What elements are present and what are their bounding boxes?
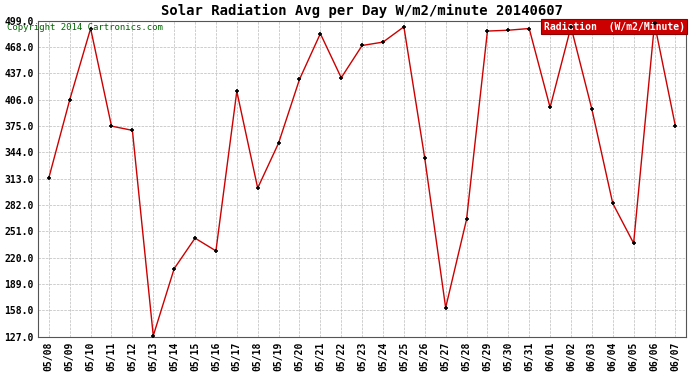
Point	[377, 39, 388, 45]
Point	[524, 26, 535, 32]
Point	[231, 88, 242, 94]
Point	[565, 24, 576, 30]
Point	[670, 123, 681, 129]
Point	[336, 75, 347, 81]
Point	[210, 248, 221, 254]
Point	[252, 185, 263, 191]
Point	[649, 20, 660, 26]
Point	[607, 200, 618, 206]
Point	[398, 24, 409, 30]
Point	[273, 140, 284, 146]
Point	[440, 305, 451, 311]
Point	[357, 42, 368, 48]
Point	[503, 27, 514, 33]
Point	[168, 266, 179, 272]
Point	[190, 235, 201, 241]
Point	[544, 105, 555, 111]
Point	[586, 106, 598, 112]
Point	[85, 26, 96, 32]
Title: Solar Radiation Avg per Day W/m2/minute 20140607: Solar Radiation Avg per Day W/m2/minute …	[161, 4, 563, 18]
Point	[106, 123, 117, 129]
Point	[461, 216, 472, 222]
Point	[628, 240, 639, 246]
Point	[43, 175, 55, 181]
Point	[127, 128, 138, 134]
Point	[482, 28, 493, 34]
Point	[315, 31, 326, 37]
Point	[420, 155, 431, 161]
Point	[294, 76, 305, 82]
Point	[64, 97, 75, 103]
Text: Radiation  (W/m2/Minute): Radiation (W/m2/Minute)	[544, 21, 684, 32]
Point	[148, 333, 159, 339]
Text: Copyright 2014 Cartronics.com: Copyright 2014 Cartronics.com	[7, 22, 163, 32]
